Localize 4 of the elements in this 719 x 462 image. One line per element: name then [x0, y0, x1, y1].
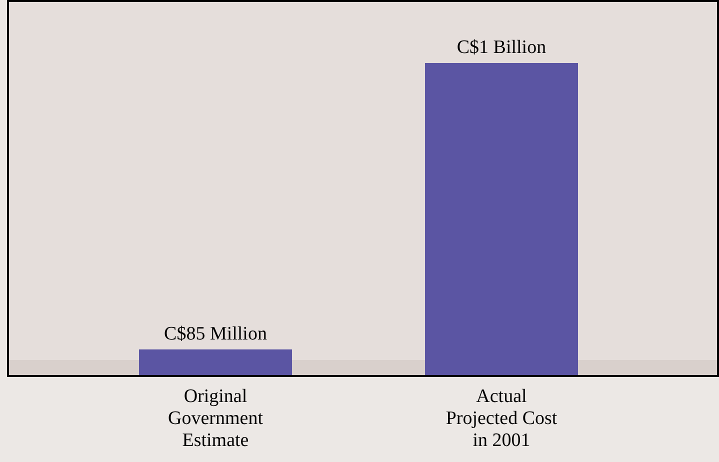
data-label: C$85 Million [164, 323, 268, 344]
x-tick-label: Actual Projected Cost in 2001 [446, 386, 558, 451]
x-tick-label: Original Government Estimate [168, 386, 264, 451]
data-label: C$1 Billion [456, 37, 547, 58]
